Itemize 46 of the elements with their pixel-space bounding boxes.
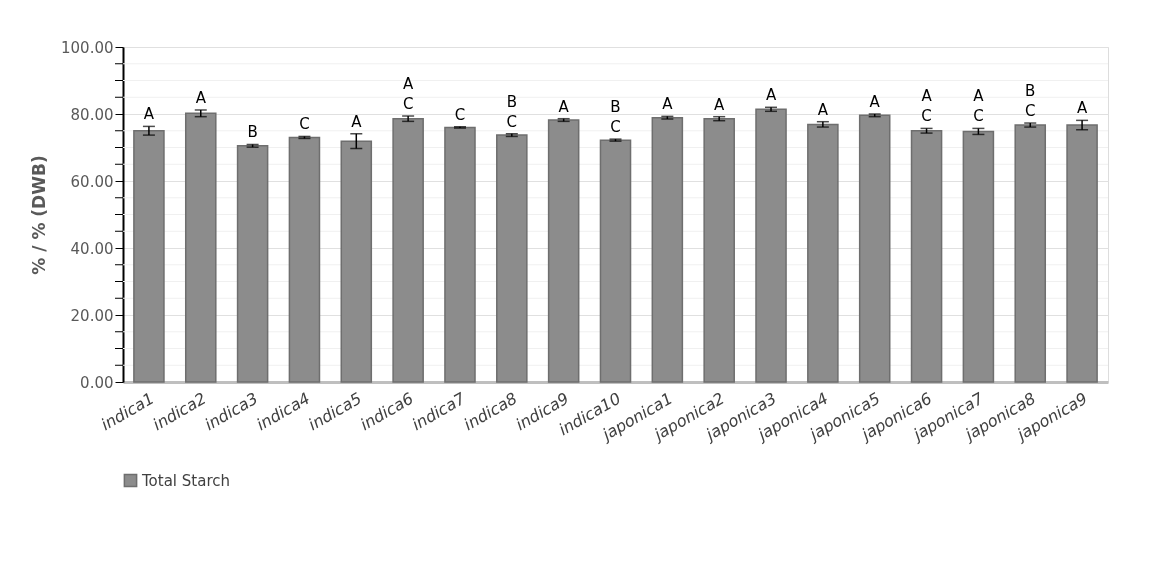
annotation: A C bbox=[921, 87, 933, 126]
annotation: A bbox=[817, 100, 829, 119]
bar bbox=[1014, 124, 1047, 383]
bar bbox=[807, 123, 839, 383]
bar bbox=[755, 108, 787, 383]
legend-label: Total Starch bbox=[141, 471, 230, 490]
bar bbox=[444, 126, 476, 383]
bar bbox=[651, 116, 684, 383]
bar bbox=[496, 134, 528, 383]
bar bbox=[547, 119, 580, 383]
annotation: B C bbox=[506, 92, 518, 131]
annotation: A bbox=[143, 105, 155, 124]
annotation: A bbox=[351, 112, 363, 131]
bar bbox=[340, 140, 373, 383]
annotation: B C bbox=[610, 98, 621, 137]
annotation: A bbox=[1076, 99, 1088, 118]
bar bbox=[962, 130, 995, 383]
annotation: A C bbox=[973, 87, 985, 126]
bar bbox=[1066, 124, 1098, 383]
y-tick-label: 80.00 bbox=[70, 105, 114, 124]
annotation: A bbox=[662, 95, 674, 114]
bar bbox=[858, 114, 891, 383]
bar bbox=[236, 145, 269, 383]
annotation: C bbox=[299, 115, 310, 134]
bar bbox=[910, 130, 943, 383]
bar bbox=[703, 117, 735, 383]
y-axis-title: % / % (DWB) bbox=[29, 155, 50, 275]
annotation: B C bbox=[1024, 82, 1036, 121]
annotation: A bbox=[869, 93, 881, 111]
bar bbox=[133, 130, 165, 383]
y-tick-label: 100.00 bbox=[61, 38, 114, 57]
y-tick-label: 60.00 bbox=[70, 172, 114, 191]
bar bbox=[392, 117, 424, 383]
bar bbox=[288, 136, 321, 383]
annotation: A bbox=[558, 97, 570, 116]
annotation: A C bbox=[402, 75, 414, 114]
y-tick-label: 0.00 bbox=[80, 373, 114, 392]
annotation: C bbox=[454, 105, 466, 124]
y-tick-label: 20.00 bbox=[70, 306, 114, 325]
annotation: A bbox=[714, 95, 726, 114]
annotation: A bbox=[765, 86, 777, 105]
y-tick-label: 40.00 bbox=[70, 239, 114, 258]
annotation: B bbox=[247, 123, 258, 142]
annotation: A bbox=[195, 88, 207, 107]
bar bbox=[599, 139, 632, 383]
bar bbox=[184, 112, 217, 383]
